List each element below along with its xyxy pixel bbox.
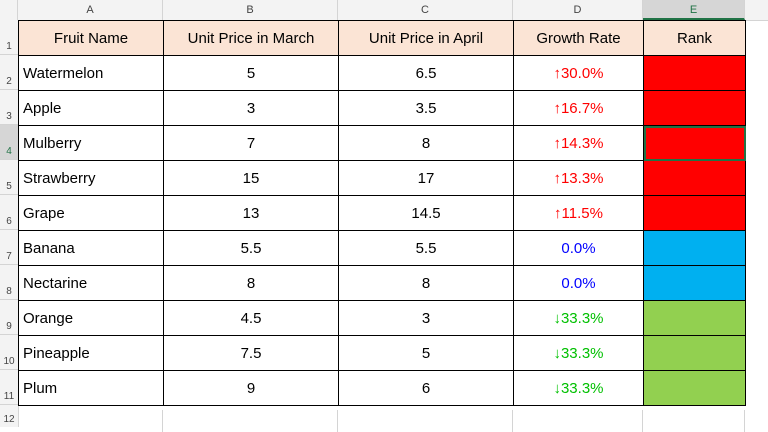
march-price-cell[interactable]: 7.5 bbox=[163, 335, 339, 371]
march-price-cell[interactable]: 4.5 bbox=[163, 300, 339, 336]
fruit-price-table: Fruit Name Unit Price in March Unit Pric… bbox=[18, 20, 746, 406]
row-headers: 1 2 3 4 5 6 7 8 9 10 11 12 bbox=[0, 20, 19, 427]
gridline bbox=[162, 410, 163, 432]
header-fruit-name[interactable]: Fruit Name bbox=[18, 20, 164, 56]
april-price-cell[interactable]: 14.5 bbox=[338, 195, 514, 231]
row-header-8[interactable]: 8 bbox=[0, 265, 18, 300]
column-header-e[interactable]: E bbox=[643, 0, 745, 20]
growth-rate-cell[interactable]: ↑14.3% bbox=[513, 125, 644, 161]
rank-cell[interactable] bbox=[643, 265, 746, 301]
table-row: Orange 4.5 3 ↓33.3% bbox=[18, 300, 746, 336]
row-header-1[interactable]: 1 bbox=[0, 20, 18, 55]
fruit-cell[interactable]: Grape bbox=[18, 195, 164, 231]
april-price-cell[interactable]: 3.5 bbox=[338, 90, 514, 126]
growth-rate-cell[interactable]: ↓33.3% bbox=[513, 370, 644, 406]
column-header-d[interactable]: D bbox=[513, 0, 643, 20]
row-header-3[interactable]: 3 bbox=[0, 90, 18, 125]
table-row: Strawberry 15 17 ↑13.3% bbox=[18, 160, 746, 196]
april-price-cell[interactable]: 6.5 bbox=[338, 55, 514, 91]
cell-grid: Fruit Name Unit Price in March Unit Pric… bbox=[18, 20, 746, 406]
fruit-cell[interactable]: Banana bbox=[18, 230, 164, 266]
growth-rate-cell[interactable]: ↓33.3% bbox=[513, 300, 644, 336]
gridline bbox=[642, 410, 643, 432]
april-price-cell[interactable]: 8 bbox=[338, 265, 514, 301]
april-price-cell[interactable]: 3 bbox=[338, 300, 514, 336]
select-all-corner[interactable] bbox=[0, 0, 18, 20]
row-header-11[interactable]: 11 bbox=[0, 370, 18, 405]
april-price-cell[interactable]: 8 bbox=[338, 125, 514, 161]
growth-rate-cell[interactable]: ↑30.0% bbox=[513, 55, 644, 91]
march-price-cell[interactable]: 5.5 bbox=[163, 230, 339, 266]
april-price-cell[interactable]: 17 bbox=[338, 160, 514, 196]
header-april-price[interactable]: Unit Price in April bbox=[338, 20, 514, 56]
gridline bbox=[337, 410, 338, 432]
april-price-cell[interactable]: 5.5 bbox=[338, 230, 514, 266]
rank-cell[interactable] bbox=[643, 195, 746, 231]
rank-cell[interactable] bbox=[643, 160, 746, 196]
rank-cell-selected[interactable] bbox=[643, 125, 746, 161]
fruit-cell[interactable]: Strawberry bbox=[18, 160, 164, 196]
row-header-9[interactable]: 9 bbox=[0, 300, 18, 335]
row-header-5[interactable]: 5 bbox=[0, 160, 18, 195]
fruit-cell[interactable]: Plum bbox=[18, 370, 164, 406]
table-row: Plum 9 6 ↓33.3% bbox=[18, 370, 746, 406]
growth-rate-cell[interactable]: ↑16.7% bbox=[513, 90, 644, 126]
fruit-cell[interactable]: Orange bbox=[18, 300, 164, 336]
table-row: Grape 13 14.5 ↑11.5% bbox=[18, 195, 746, 231]
row-header-2[interactable]: 2 bbox=[0, 55, 18, 90]
header-growth-rate[interactable]: Growth Rate bbox=[513, 20, 644, 56]
march-price-cell[interactable]: 3 bbox=[163, 90, 339, 126]
table-row: Watermelon 5 6.5 ↑30.0% bbox=[18, 55, 746, 91]
table-row: Mulberry 7 8 ↑14.3% bbox=[18, 125, 746, 161]
table-row: Nectarine 8 8 0.0% bbox=[18, 265, 746, 301]
row-header-10[interactable]: 10 bbox=[0, 335, 18, 370]
row-header-12[interactable]: 12 bbox=[3, 414, 15, 425]
growth-rate-cell[interactable]: ↑13.3% bbox=[513, 160, 644, 196]
march-price-cell[interactable]: 9 bbox=[163, 370, 339, 406]
fruit-cell[interactable]: Pineapple bbox=[18, 335, 164, 371]
column-header-b[interactable]: B bbox=[163, 0, 338, 20]
table-row: Banana 5.5 5.5 0.0% bbox=[18, 230, 746, 266]
april-price-cell[interactable]: 5 bbox=[338, 335, 514, 371]
header-march-price[interactable]: Unit Price in March bbox=[163, 20, 339, 56]
column-headers: A B C D E bbox=[0, 0, 768, 21]
table-row: Pineapple 7.5 5 ↓33.3% bbox=[18, 335, 746, 371]
column-header-a[interactable]: A bbox=[18, 0, 163, 20]
column-header-c[interactable]: C bbox=[338, 0, 513, 20]
march-price-cell[interactable]: 13 bbox=[163, 195, 339, 231]
growth-rate-cell[interactable]: ↓33.3% bbox=[513, 335, 644, 371]
march-price-cell[interactable]: 5 bbox=[163, 55, 339, 91]
row-header-7[interactable]: 7 bbox=[0, 230, 18, 265]
rank-cell[interactable] bbox=[643, 55, 746, 91]
growth-rate-cell[interactable]: 0.0% bbox=[513, 230, 644, 266]
rank-cell[interactable] bbox=[643, 90, 746, 126]
row-header-4[interactable]: 4 bbox=[0, 125, 18, 160]
fruit-cell[interactable]: Watermelon bbox=[18, 55, 164, 91]
fruit-cell[interactable]: Apple bbox=[18, 90, 164, 126]
rank-cell[interactable] bbox=[643, 335, 746, 371]
growth-rate-cell[interactable]: ↑11.5% bbox=[513, 195, 644, 231]
march-price-cell[interactable]: 8 bbox=[163, 265, 339, 301]
rank-cell[interactable] bbox=[643, 300, 746, 336]
rank-cell[interactable] bbox=[643, 370, 746, 406]
table-header-row: Fruit Name Unit Price in March Unit Pric… bbox=[18, 20, 746, 56]
growth-rate-cell[interactable]: 0.0% bbox=[513, 265, 644, 301]
empty-row-12[interactable] bbox=[18, 410, 768, 432]
march-price-cell[interactable]: 15 bbox=[163, 160, 339, 196]
april-price-cell[interactable]: 6 bbox=[338, 370, 514, 406]
fruit-cell[interactable]: Mulberry bbox=[18, 125, 164, 161]
rank-cell[interactable] bbox=[643, 230, 746, 266]
fruit-cell[interactable]: Nectarine bbox=[18, 265, 164, 301]
table-row: Apple 3 3.5 ↑16.7% bbox=[18, 90, 746, 126]
row-header-6[interactable]: 6 bbox=[0, 195, 18, 230]
march-price-cell[interactable]: 7 bbox=[163, 125, 339, 161]
header-rank[interactable]: Rank bbox=[643, 20, 746, 56]
gridline bbox=[512, 410, 513, 432]
gridline bbox=[744, 410, 745, 432]
